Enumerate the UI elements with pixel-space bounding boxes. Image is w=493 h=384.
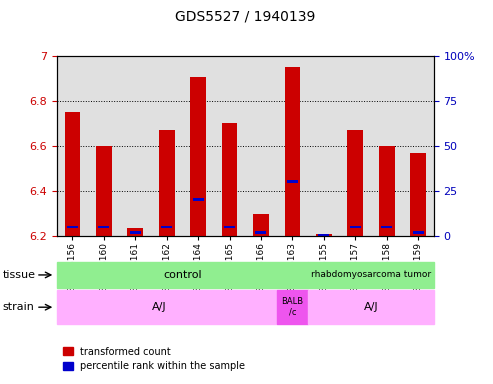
Bar (308, 262, 434, 288)
Bar (67, 225, 78, 228)
Bar (222, 123, 238, 236)
Bar (127, 228, 143, 236)
Bar (57, 262, 308, 288)
Bar (318, 234, 329, 237)
Bar (381, 225, 392, 228)
Legend: transformed count, percentile rank within the sample: transformed count, percentile rank withi… (59, 343, 249, 375)
Text: BALB
/c: BALB /c (282, 298, 304, 317)
Bar (190, 77, 206, 236)
Bar (350, 225, 361, 228)
Text: rhabdomyosarcoma tumor: rhabdomyosarcoma tumor (311, 270, 431, 280)
Bar (316, 234, 332, 236)
Bar (379, 146, 394, 236)
Text: GDS5527 / 1940139: GDS5527 / 1940139 (175, 10, 316, 23)
Bar (57, 290, 277, 324)
Text: A/J: A/J (364, 302, 378, 312)
Bar (224, 225, 235, 228)
Bar (65, 112, 80, 236)
Text: tissue: tissue (2, 270, 35, 280)
Text: strain: strain (2, 302, 35, 312)
Bar (193, 199, 204, 202)
Bar (413, 231, 423, 234)
Bar (98, 225, 109, 228)
Bar (308, 290, 434, 324)
Bar (161, 225, 172, 228)
Bar (255, 231, 267, 234)
Bar (410, 153, 426, 236)
Bar (253, 214, 269, 236)
Bar (130, 231, 141, 234)
Bar (159, 130, 175, 236)
Bar (348, 130, 363, 236)
Bar (277, 290, 308, 324)
Bar (287, 180, 298, 184)
Text: control: control (163, 270, 202, 280)
Bar (96, 146, 112, 236)
Bar (284, 67, 300, 236)
Text: A/J: A/J (151, 302, 166, 312)
